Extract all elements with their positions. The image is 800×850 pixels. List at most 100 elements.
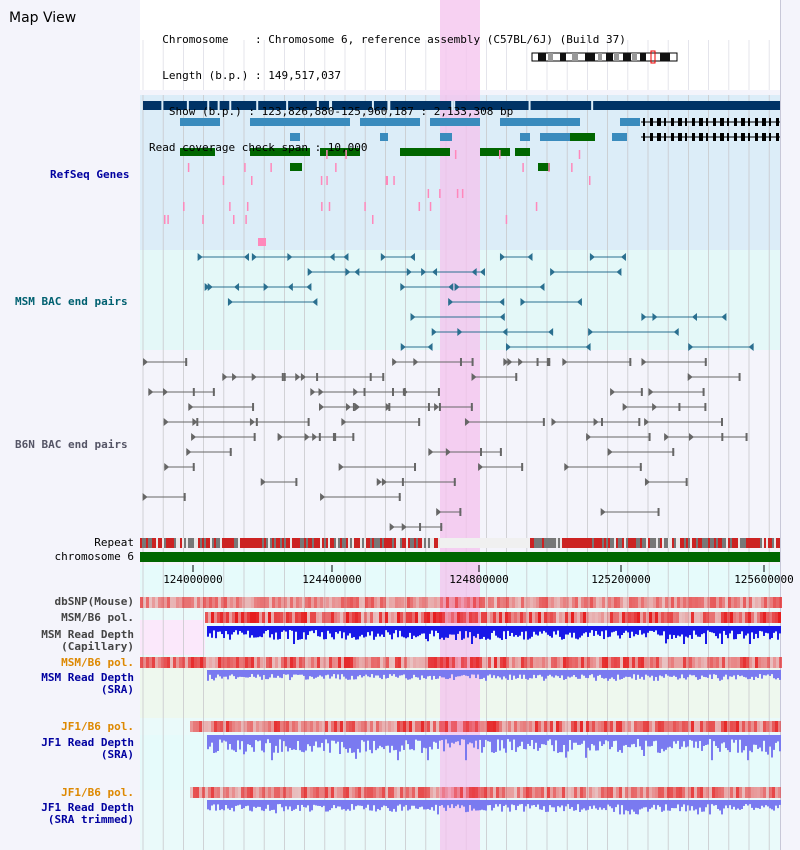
polymorphism-cell <box>616 612 619 623</box>
depth-bar-capillary <box>649 626 651 631</box>
bac-end-marker <box>505 343 511 351</box>
polymorphism-cell <box>601 721 604 732</box>
track-label-msm-b6-pol[interactable]: MSM/B6 pol. <box>61 611 134 624</box>
polymorphism-cell <box>218 597 221 608</box>
depth-bar-jf1-sra <box>689 735 691 740</box>
polymorphism-cell <box>464 597 467 608</box>
track-label-jf1-depth-sra[interactable]: JF1 Read Depth <box>41 736 134 749</box>
track-label-jf1-b6-pol-trim[interactable]: JF1/B6 pol. <box>61 786 134 799</box>
track-label-b6n-bac[interactable]: B6N BAC end pairs <box>15 438 128 451</box>
track-label-chromosome[interactable]: chromosome 6 <box>54 550 134 563</box>
bac-end-marker <box>436 508 442 516</box>
gene-exon <box>769 118 771 126</box>
depth-bar-jf1-sra <box>343 735 345 748</box>
polymorphism-cell <box>356 657 359 668</box>
track-label-repeat[interactable]: Repeat <box>94 536 134 549</box>
bac-end-marker <box>607 448 613 456</box>
polymorphism-cell <box>205 787 208 798</box>
depth-bar-jf1-trim <box>379 800 381 811</box>
polymorphism-cell <box>677 597 680 608</box>
repeat-segment <box>156 538 158 548</box>
polymorphism-cell <box>182 597 185 608</box>
depth-bar-capillary <box>381 626 383 635</box>
track-label-refseq[interactable]: RefSeq Genes <box>50 168 130 181</box>
repeat-segment <box>686 538 688 548</box>
depth-bar-jf1-sra <box>737 735 739 753</box>
polymorphism-cell <box>517 612 520 623</box>
depth-bar-msm-sra <box>237 670 239 678</box>
polymorphism-cell <box>196 787 199 798</box>
depth-bar-jf1-sra <box>363 735 365 742</box>
polymorphism-cell <box>560 597 563 608</box>
polymorphism-cell <box>316 787 319 798</box>
bac-end-marker <box>673 328 679 336</box>
polymorphism-cell <box>682 721 685 732</box>
polymorphism-cell <box>442 612 445 623</box>
depth-bar-jf1-sra <box>643 735 645 756</box>
depth-bar-msm-sra <box>623 670 625 678</box>
track-label-msm-depth-sra[interactable]: MSM Read Depth <box>41 671 134 684</box>
repeat-segment <box>292 538 294 548</box>
depth-bar-jf1-trim <box>525 800 527 807</box>
polymorphism-cell <box>149 657 152 668</box>
depth-bar-capillary <box>571 626 573 638</box>
track-label-msm-bac[interactable]: MSM BAC end pairs <box>15 295 128 308</box>
polymorphism-cell <box>331 787 334 798</box>
polymorphism-cell <box>214 721 217 732</box>
repeat-segment <box>260 538 262 548</box>
polymorphism-cell <box>760 787 763 798</box>
polymorphism-cell <box>515 597 518 608</box>
repeat-segment <box>432 538 434 548</box>
repeat-segment <box>548 538 550 548</box>
repeat-segment <box>272 538 274 548</box>
polymorphism-cell <box>664 721 667 732</box>
depth-bar-jf1-sra <box>261 735 263 751</box>
polymorphism-cell <box>580 612 583 623</box>
depth-bar-jf1-trim <box>505 800 507 805</box>
polymorphism-cell <box>521 657 524 668</box>
depth-bar-jf1-sra <box>667 735 669 748</box>
polymorphism-cell <box>554 597 557 608</box>
depth-bar-jf1-sra <box>695 735 697 742</box>
polymorphism-cell <box>640 612 643 623</box>
depth-bar-msm-sra <box>599 670 601 675</box>
depth-bar-capillary <box>721 626 723 644</box>
track-label-dbsnp[interactable]: dbSNP(Mouse) <box>54 595 134 608</box>
track-label-msm-b6-pol-sra[interactable]: MSM/B6 pol. <box>61 656 134 669</box>
bac-end-marker <box>453 478 456 486</box>
depth-bar-jf1-sra <box>253 735 255 752</box>
depth-bar-msm-sra <box>505 670 507 679</box>
track-label-jf1-depth-trim[interactable]: JF1 Read Depth <box>41 801 134 814</box>
depth-bar-capillary <box>755 626 757 634</box>
depth-bar-msm-sra <box>753 670 755 680</box>
track-label-msm-depth-capillary[interactable]: MSM Read Depth <box>41 628 134 641</box>
polymorphism-cell <box>551 657 554 668</box>
repeat-segment <box>648 538 650 548</box>
depth-bar-msm-sra <box>415 670 417 678</box>
depth-bar-jf1-sra <box>633 735 635 744</box>
depth-bar-msm-sra <box>483 670 485 678</box>
polymorphism-cell <box>334 612 337 623</box>
repeat-segment <box>682 538 684 548</box>
bac-end-marker <box>564 463 570 471</box>
depth-bar-jf1-sra <box>401 735 403 746</box>
polymorphism-cell <box>647 597 650 608</box>
gene-exon <box>706 118 708 126</box>
gene-pink-tick <box>328 202 331 211</box>
depth-bar-jf1-sra <box>779 735 781 752</box>
depth-bar-capillary <box>707 626 709 631</box>
polymorphism-cell <box>359 657 362 668</box>
gene-pink-tick <box>522 163 524 172</box>
depth-bar-jf1-trim <box>357 800 359 806</box>
track-label-jf1-b6-pol[interactable]: JF1/B6 pol. <box>61 720 134 733</box>
depth-bar-jf1-sra <box>461 735 463 740</box>
depth-bar-jf1-trim <box>227 800 229 809</box>
polymorphism-cell <box>694 787 697 798</box>
polymorphism-cell <box>340 612 343 623</box>
depth-bar-jf1-trim <box>649 800 651 809</box>
depth-bar-jf1-trim <box>439 800 441 806</box>
depth-bar-jf1-sra <box>661 735 663 749</box>
polymorphism-cell <box>394 612 397 623</box>
depth-bar-jf1-trim <box>277 800 279 805</box>
